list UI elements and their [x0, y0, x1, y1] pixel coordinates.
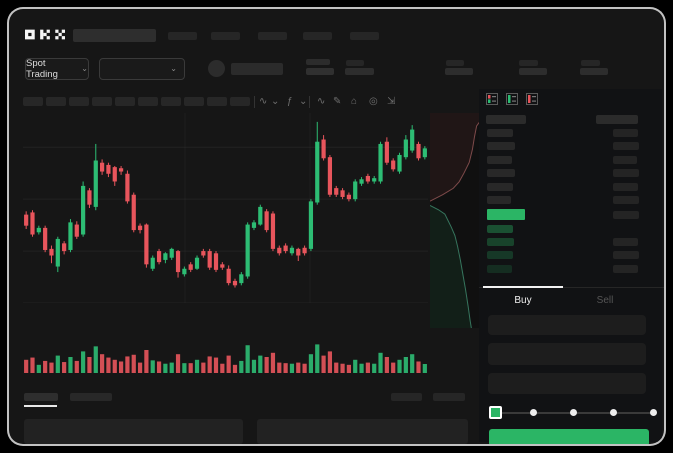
indicators-icon[interactable]: ƒ [287, 96, 293, 107]
orderbook-split-view-icon[interactable] [486, 93, 498, 105]
nav-item-placeholder[interactable] [168, 32, 197, 40]
bottom-tab-placeholder[interactable] [70, 393, 112, 401]
ask-row-amount-placeholder[interactable] [613, 169, 639, 178]
pair-dropdown[interactable]: ⌄ [99, 58, 185, 80]
coin-icon [208, 60, 225, 77]
stat-value-placeholder [580, 68, 608, 75]
ask-row-amount-placeholder[interactable] [613, 142, 639, 151]
toolbar-block-placeholder[interactable] [46, 97, 66, 106]
nav-item-placeholder[interactable] [350, 32, 379, 40]
stat-value-placeholder [345, 68, 374, 75]
ask-row-amount-placeholder[interactable] [613, 196, 639, 204]
toolbar-block-placeholder[interactable] [115, 97, 135, 106]
ask-row-price-placeholder[interactable] [487, 182, 513, 191]
candlestick-chart[interactable] [23, 113, 428, 303]
ask-row-price-placeholder[interactable] [487, 142, 515, 151]
orders-panel-placeholder [24, 419, 243, 444]
ask-row-price-placeholder[interactable] [487, 155, 512, 164]
active-tab-underline [24, 405, 57, 407]
toolbar-block-placeholder[interactable] [92, 97, 112, 106]
bid-row-price-placeholder[interactable] [487, 225, 513, 233]
slider-stop-50[interactable] [570, 409, 577, 416]
amount-input-placeholder[interactable] [488, 343, 646, 365]
orderbook-header-amount-placeholder [596, 115, 638, 124]
bottom-action-placeholder[interactable] [433, 393, 465, 401]
toolbar-block-placeholder[interactable] [69, 97, 89, 106]
amount-slider[interactable] [489, 406, 657, 419]
history-panel-placeholder [257, 419, 468, 444]
bid-row-amount-placeholder[interactable] [613, 264, 638, 273]
stat-value-placeholder [306, 68, 334, 75]
volume-bars[interactable] [23, 343, 428, 373]
stat-label-placeholder [346, 60, 364, 66]
bid-row-amount-placeholder[interactable] [613, 251, 639, 260]
stat-label-placeholder [581, 60, 600, 66]
ask-row-price-placeholder[interactable] [487, 169, 515, 178]
ask-row-price-placeholder[interactable] [487, 129, 513, 137]
toolbar-block-placeholder[interactable] [184, 97, 204, 106]
nav-item-placeholder[interactable] [258, 32, 287, 40]
toolbar-block-placeholder[interactable] [161, 97, 181, 106]
chart-type-chevron-icon[interactable]: ⌄ [271, 96, 280, 107]
bid-row-amount-placeholder[interactable] [613, 238, 638, 247]
ask-row-amount-placeholder[interactable] [613, 182, 638, 191]
toolbar-block-placeholder[interactable] [230, 97, 250, 106]
chart-type-icon[interactable]: ∿ [259, 96, 268, 107]
slider-stop-25[interactable] [530, 409, 537, 416]
app-window: Spot Trading ⌄ ⌄ ∿ ⌄ ƒ ⌄ ∿ ✎ ⌂ ◎ ⇲ [7, 7, 666, 446]
orderbook-header-price-placeholder [486, 115, 526, 124]
bid-row-price-placeholder[interactable] [487, 238, 514, 247]
toolbar-block-placeholder[interactable] [23, 97, 43, 106]
chevron-down-icon: ⌄ [170, 64, 177, 73]
slider-stop-75[interactable] [610, 409, 617, 416]
bid-row-price-placeholder[interactable] [487, 251, 513, 260]
toolbar-block-placeholder[interactable] [138, 97, 158, 106]
buy-cta-button[interactable] [489, 429, 649, 444]
stat-value-placeholder [519, 68, 547, 75]
stat-label-placeholder [519, 60, 538, 66]
price-input-placeholder[interactable] [488, 315, 646, 335]
chevron-down-icon: ⌄ [81, 64, 88, 73]
ask-row-amount-placeholder[interactable] [613, 129, 638, 137]
market-type-selector[interactable]: Spot Trading ⌄ [25, 58, 89, 80]
nav-item-placeholder[interactable] [211, 32, 240, 40]
toolbar-block-placeholder[interactable] [207, 97, 227, 106]
stat-value-placeholder [445, 68, 473, 75]
depth-chart[interactable] [430, 113, 483, 328]
fullscreen-icon[interactable]: ⇲ [387, 96, 396, 107]
okx-logo [25, 29, 65, 40]
ask-row-amount-placeholder[interactable] [613, 155, 637, 164]
slider-handle[interactable] [489, 406, 502, 419]
snapshot-icon[interactable]: ⌂ [351, 96, 358, 107]
tab-buy[interactable]: Buy [514, 295, 532, 306]
buy-tab-indicator [483, 286, 563, 288]
orderbook-bids-view-icon[interactable] [506, 93, 518, 105]
nav-primary-placeholder[interactable] [73, 29, 156, 42]
ask-row-price-placeholder[interactable] [487, 196, 511, 204]
nav-item-placeholder[interactable] [303, 32, 332, 40]
pair-name-placeholder [231, 63, 283, 75]
tabs-divider [479, 287, 664, 288]
tab-sell[interactable]: Sell [596, 295, 614, 306]
settings-target-icon[interactable]: ◎ [369, 96, 378, 107]
stat-label-placeholder [306, 59, 330, 65]
bottom-tab-active-placeholder[interactable] [24, 393, 58, 401]
bottom-action-placeholder[interactable] [391, 393, 422, 401]
edit-draw-icon[interactable]: ✎ [333, 96, 342, 107]
stat-label-placeholder [446, 60, 464, 66]
slider-stop-100[interactable] [650, 409, 657, 416]
indicators-chevron-icon[interactable]: ⌄ [299, 96, 308, 107]
total-input-placeholder[interactable] [488, 373, 646, 394]
price-amount-amount-placeholder[interactable] [613, 210, 639, 219]
bid-row-price-placeholder[interactable] [487, 264, 512, 273]
orderbook-asks-view-icon[interactable] [526, 93, 538, 105]
last-price-bar[interactable] [487, 209, 525, 220]
market-type-label: Spot Trading [26, 58, 58, 80]
line-draw-icon[interactable]: ∿ [317, 96, 326, 107]
